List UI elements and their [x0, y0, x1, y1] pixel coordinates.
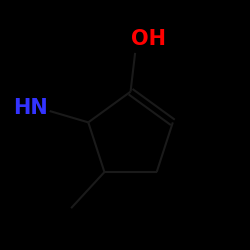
Text: HN: HN — [13, 98, 48, 118]
Circle shape — [128, 37, 144, 52]
Text: OH: OH — [131, 29, 166, 49]
Circle shape — [33, 100, 50, 117]
